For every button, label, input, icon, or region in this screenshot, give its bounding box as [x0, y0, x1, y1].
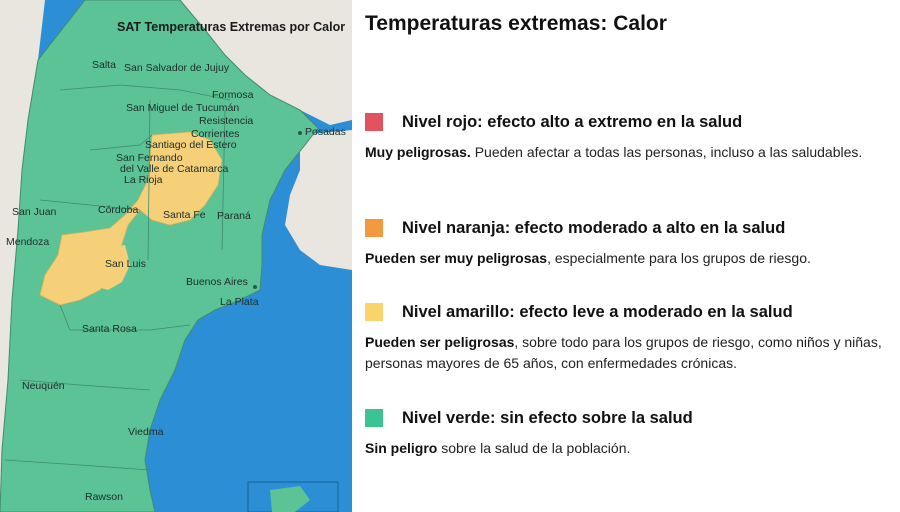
level-description: Sin peligro sobre la salud de la poblaci… [365, 438, 900, 459]
yellow-zone-san-luis [82, 245, 130, 290]
city-label: San Juan [12, 206, 57, 218]
level-title: Nivel verde: sin efecto sobre la salud [402, 408, 693, 427]
level-description: Pueden ser muy peligrosas, especialmente… [365, 248, 900, 269]
city-label: San Miguel de Tucumán [126, 102, 239, 114]
city-label: Rawson [85, 491, 123, 503]
city-label: San Fernando [116, 152, 183, 164]
city-label: del Valle de Catamarca [120, 163, 229, 175]
city-label: Posadas [305, 126, 346, 138]
alert-map[interactable]: SAT Temperaturas Extremas por Calor Salt… [0, 0, 352, 512]
level-emphasis: Sin peligro [365, 440, 438, 456]
city-label: Santiago del Estero [145, 139, 237, 151]
level-description: Muy peligrosas. Pueden afectar a todas l… [365, 142, 900, 163]
city-label: Paraná [217, 210, 251, 222]
city-label: Formosa [212, 89, 254, 101]
city-label: Resistencia [199, 115, 253, 127]
level-description: Pueden ser peligrosas, sobre todo para l… [365, 332, 900, 374]
city-label: Santa Fe [163, 209, 206, 221]
city-label: Neuquén [22, 380, 65, 392]
map-canvas: SAT Temperaturas Extremas por Calor Salt… [0, 0, 352, 512]
legend-panel: Temperaturas extremas: Calor Nivel rojo:… [365, 0, 900, 512]
level-emphasis: Pueden ser peligrosas [365, 334, 515, 350]
level-title: Nivel amarillo: efecto leve a moderado e… [402, 302, 793, 321]
level-text: , sobre todo para los grupos de riesgo, … [365, 334, 882, 371]
level-orange: Nivel naranja: efecto moderado a alto en… [365, 216, 900, 269]
city-label: Santa Rosa [82, 323, 137, 335]
level-text: Pueden afectar a todas las personas, inc… [470, 144, 863, 160]
chile-land [0, 0, 45, 512]
level-emphasis: Muy peligrosas. [365, 144, 471, 160]
level-red: Nivel rojo: efecto alto a extremo en la … [365, 110, 900, 163]
level-text: sobre la salud de la población. [437, 440, 631, 456]
city-label: La Plata [220, 296, 259, 308]
city-label: Buenos Aires [186, 276, 248, 288]
city-label: Córdoba [98, 204, 138, 216]
argentina-green-zone [0, 0, 319, 512]
city-label: La Rioja [124, 174, 163, 186]
orange-swatch [365, 219, 383, 237]
city-labels: Salta San Salvador de Jujuy Formosa San … [6, 59, 346, 503]
level-emphasis: Pueden ser muy peligrosas [365, 250, 548, 266]
city-label: Salta [92, 59, 116, 71]
province-borders [4, 84, 231, 471]
level-title: Nivel rojo: efecto alto a extremo en la … [402, 112, 743, 131]
level-green: Nivel verde: sin efecto sobre la salud S… [365, 406, 900, 459]
legend-title: Temperaturas extremas: Calor [365, 12, 667, 35]
city-markers [253, 131, 302, 289]
level-text: , especialmente para los grupos de riesg… [547, 250, 811, 266]
city-label: Viedma [128, 426, 164, 438]
red-swatch [365, 113, 383, 131]
bolivia-paraguay-land [180, 0, 352, 125]
green-swatch [365, 409, 383, 427]
city-label: Corrientes [191, 128, 239, 140]
level-title: Nivel naranja: efecto moderado a alto en… [402, 218, 786, 237]
city-label: San Salvador de Jujuy [124, 62, 230, 74]
brazil-uruguay-land [285, 130, 352, 270]
map-title: SAT Temperaturas Extremas por Calor [117, 20, 345, 34]
inset-land [270, 486, 310, 512]
level-yellow: Nivel amarillo: efecto leve a moderado e… [365, 300, 900, 374]
city-label: San Luis [105, 258, 146, 270]
city-label: Mendoza [6, 236, 49, 248]
yellow-swatch [365, 303, 383, 321]
